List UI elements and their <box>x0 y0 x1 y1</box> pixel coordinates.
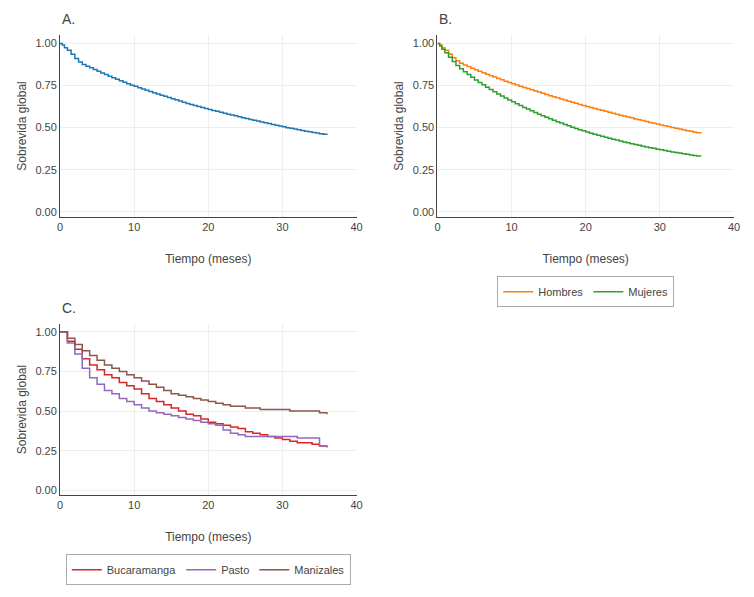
svg-text:40: 40 <box>350 221 362 233</box>
svg-text:Sobrevida global: Sobrevida global <box>392 81 406 170</box>
svg-text:10: 10 <box>128 221 140 233</box>
svg-text:1.00: 1.00 <box>413 37 434 49</box>
svg-text:Hombres: Hombres <box>538 286 583 298</box>
svg-text:30: 30 <box>276 499 288 511</box>
svg-text:B.: B. <box>439 11 452 27</box>
svg-text:Mujeres: Mujeres <box>628 286 668 298</box>
svg-text:0: 0 <box>57 499 63 511</box>
svg-text:0: 0 <box>57 221 63 233</box>
svg-text:Sobrevida global: Sobrevida global <box>15 365 29 454</box>
svg-text:0.00: 0.00 <box>413 206 434 218</box>
svg-text:0.50: 0.50 <box>413 121 434 133</box>
svg-text:40: 40 <box>728 221 740 233</box>
svg-text:20: 20 <box>580 221 592 233</box>
svg-text:Pasto: Pasto <box>221 564 249 576</box>
svg-text:10: 10 <box>505 221 517 233</box>
svg-text:0.75: 0.75 <box>35 365 56 377</box>
svg-text:20: 20 <box>202 499 214 511</box>
svg-text:0.25: 0.25 <box>35 445 56 457</box>
svg-text:30: 30 <box>276 221 288 233</box>
svg-text:Tiempo (meses): Tiempo (meses) <box>165 530 251 544</box>
svg-text:0.50: 0.50 <box>35 121 56 133</box>
svg-text:0.25: 0.25 <box>35 164 56 176</box>
svg-text:1.00: 1.00 <box>35 37 56 49</box>
svg-text:0.75: 0.75 <box>35 79 56 91</box>
svg-text:20: 20 <box>202 221 214 233</box>
svg-text:0: 0 <box>434 221 440 233</box>
svg-text:0.75: 0.75 <box>413 79 434 91</box>
svg-text:30: 30 <box>654 221 666 233</box>
svg-text:A.: A. <box>62 11 75 27</box>
svg-text:10: 10 <box>128 499 140 511</box>
svg-text:Manizales: Manizales <box>294 564 344 576</box>
svg-text:Tiempo (meses): Tiempo (meses) <box>165 252 251 266</box>
svg-text:Sobrevida global: Sobrevida global <box>15 81 29 170</box>
svg-text:0.25: 0.25 <box>413 164 434 176</box>
svg-text:0.00: 0.00 <box>35 206 56 218</box>
svg-text:40: 40 <box>350 499 362 511</box>
svg-text:C.: C. <box>62 300 76 316</box>
svg-text:0.50: 0.50 <box>35 405 56 417</box>
svg-text:0.00: 0.00 <box>35 484 56 496</box>
svg-text:Tiempo (meses): Tiempo (meses) <box>543 252 629 266</box>
svg-text:Bucaramanga: Bucaramanga <box>107 564 176 576</box>
svg-text:1.00: 1.00 <box>35 326 56 338</box>
